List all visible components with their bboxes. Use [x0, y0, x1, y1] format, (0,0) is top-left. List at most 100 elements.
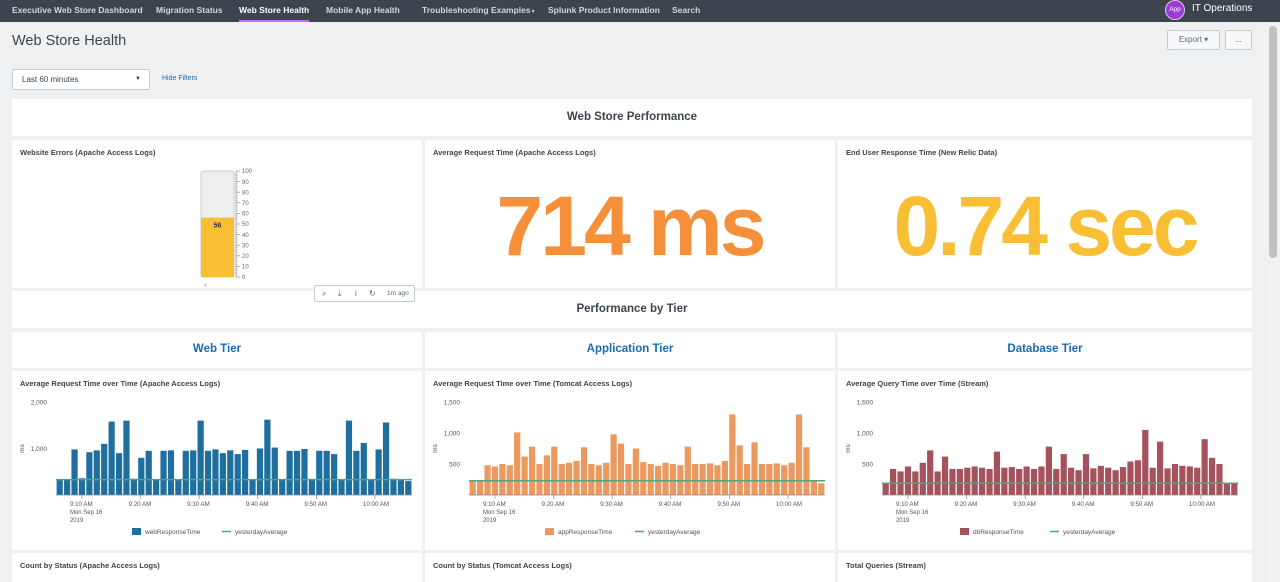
chart-bar[interactable]: [1194, 467, 1201, 495]
chart-bar[interactable]: [1060, 454, 1067, 495]
chart-bar[interactable]: [1179, 465, 1186, 495]
chart-bar[interactable]: [919, 462, 926, 495]
nav-item-mobile-app-health[interactable]: Mobile App Health: [326, 5, 400, 15]
info-icon[interactable]: i: [355, 289, 357, 298]
chart-bar[interactable]: [1090, 468, 1097, 495]
chart-bar[interactable]: [212, 449, 219, 495]
chart-bar[interactable]: [256, 448, 264, 496]
chart-bar[interactable]: [397, 480, 404, 495]
chart-bar[interactable]: [368, 479, 375, 495]
time-range-picker[interactable]: Last 60 minutes ▼: [12, 69, 150, 90]
nav-item-migration-status[interactable]: Migration Status: [156, 5, 223, 15]
legend-label[interactable]: yesterdayAverage: [235, 529, 288, 536]
hide-filters-link[interactable]: Hide Filters: [162, 75, 198, 82]
chart-bar[interactable]: [234, 454, 241, 495]
chart-bar[interactable]: [219, 453, 226, 495]
chart-bar[interactable]: [56, 479, 63, 495]
chart-bar[interactable]: [758, 464, 766, 495]
chart-bar[interactable]: [323, 450, 330, 495]
chart-bar[interactable]: [795, 414, 803, 495]
chart-bar[interactable]: [301, 448, 308, 495]
nav-item-search[interactable]: Search: [672, 5, 701, 15]
chart-bar[interactable]: [130, 478, 137, 495]
chart-bar[interactable]: [1097, 465, 1104, 495]
chart-bar[interactable]: [271, 447, 278, 495]
chart-bar[interactable]: [264, 419, 271, 495]
chart-bar[interactable]: [360, 442, 367, 495]
legend-label[interactable]: dbResponseTime: [973, 529, 1024, 536]
chart-bar[interactable]: [927, 450, 934, 495]
chart-bar[interactable]: [499, 464, 506, 495]
chart-bar[interactable]: [93, 450, 100, 495]
chart-bar[interactable]: [101, 443, 108, 495]
legend-label[interactable]: webResponseTime: [144, 529, 201, 536]
chart-bar[interactable]: [692, 464, 699, 495]
chart-bar[interactable]: [469, 480, 476, 495]
page-scrollbar[interactable]: [1266, 22, 1280, 582]
chart-bar[interactable]: [729, 414, 736, 495]
chart-bar[interactable]: [543, 455, 550, 495]
scrollbar-thumb[interactable]: [1269, 26, 1277, 258]
more-actions-button[interactable]: ...: [1225, 30, 1252, 50]
legend-label[interactable]: appResponseTime: [558, 529, 613, 536]
chart-bar[interactable]: [580, 447, 588, 495]
chart-bar[interactable]: [1023, 466, 1030, 495]
chart-bar[interactable]: [1142, 429, 1149, 495]
chart-bar[interactable]: [249, 479, 256, 495]
chart-bar[interactable]: [662, 462, 669, 495]
chart-bar[interactable]: [986, 468, 993, 495]
chart-bar[interactable]: [145, 450, 152, 495]
chart-bar[interactable]: [390, 478, 397, 495]
chart-bar[interactable]: [882, 482, 889, 495]
chart-bar[interactable]: [86, 452, 93, 495]
chart-bar[interactable]: [182, 450, 189, 495]
chart-bar[interactable]: [1171, 464, 1179, 495]
search-icon[interactable]: ⌕: [322, 289, 327, 298]
chart-bar[interactable]: [1016, 468, 1023, 495]
chart-bar[interactable]: [736, 445, 743, 495]
chart-bar[interactable]: [706, 463, 714, 495]
chart-bar[interactable]: [1201, 439, 1208, 495]
chart-bar[interactable]: [993, 451, 1001, 495]
chart-bar[interactable]: [603, 462, 610, 495]
chart-bar[interactable]: [647, 464, 654, 495]
chart-bar[interactable]: [744, 464, 751, 495]
chart-bar[interactable]: [979, 467, 986, 495]
chart-bar[interactable]: [308, 479, 315, 495]
legend-label[interactable]: yesterdayAverage: [648, 529, 701, 536]
chart-bar[interactable]: [108, 421, 115, 495]
chart-bar[interactable]: [1149, 467, 1156, 495]
chart-bar[interactable]: [551, 446, 558, 495]
chart-bar[interactable]: [115, 453, 123, 495]
chart-bar[interactable]: [286, 450, 293, 495]
chart-bar[interactable]: [477, 480, 484, 495]
chart-bar[interactable]: [316, 450, 323, 495]
chart-bar[interactable]: [1186, 466, 1193, 495]
chart-bar[interactable]: [1053, 468, 1060, 495]
chart-bar[interactable]: [293, 450, 301, 495]
chart-bar[interactable]: [1157, 441, 1164, 495]
chart-bar[interactable]: [204, 450, 212, 495]
chart-bar[interactable]: [1030, 468, 1038, 495]
chart-bar[interactable]: [1208, 457, 1216, 495]
chart-bar[interactable]: [279, 479, 286, 495]
export-button[interactable]: Export ▾: [1167, 30, 1220, 50]
chart-bar[interactable]: [1105, 467, 1112, 495]
chart-bar[interactable]: [514, 432, 521, 495]
chart-bar[interactable]: [123, 420, 130, 495]
chart-bar[interactable]: [1134, 460, 1141, 495]
chart-bar[interactable]: [242, 449, 249, 495]
nav-item-web-store-health[interactable]: Web Store Health: [239, 0, 310, 22]
nav-item-executive-web-store-dashboard[interactable]: Executive Web Store Dashboard: [12, 5, 143, 15]
chart-bar[interactable]: [382, 422, 390, 495]
chart-bar[interactable]: [1223, 482, 1230, 495]
chart-bar[interactable]: [64, 479, 71, 495]
chart-bar[interactable]: [405, 481, 412, 495]
export-icon[interactable]: ⤓: [338, 289, 342, 298]
chart-bar[interactable]: [1038, 466, 1045, 495]
chart-bar[interactable]: [803, 447, 810, 495]
chart-bar[interactable]: [1231, 483, 1238, 495]
chart-bar[interactable]: [956, 468, 963, 495]
chart-bar[interactable]: [625, 464, 632, 495]
chart-bar[interactable]: [558, 464, 565, 495]
